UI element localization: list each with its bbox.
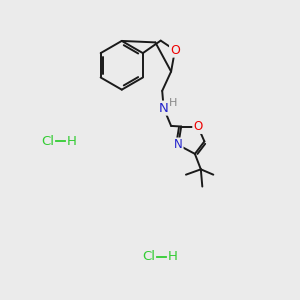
Text: N: N: [159, 102, 169, 115]
Text: H: H: [167, 250, 177, 263]
Text: N: N: [174, 138, 183, 152]
Text: Cl: Cl: [142, 250, 155, 263]
Text: H: H: [66, 135, 76, 148]
Text: O: O: [193, 120, 203, 133]
Text: H: H: [169, 98, 177, 108]
Text: O: O: [170, 44, 180, 57]
Text: Cl: Cl: [41, 135, 54, 148]
